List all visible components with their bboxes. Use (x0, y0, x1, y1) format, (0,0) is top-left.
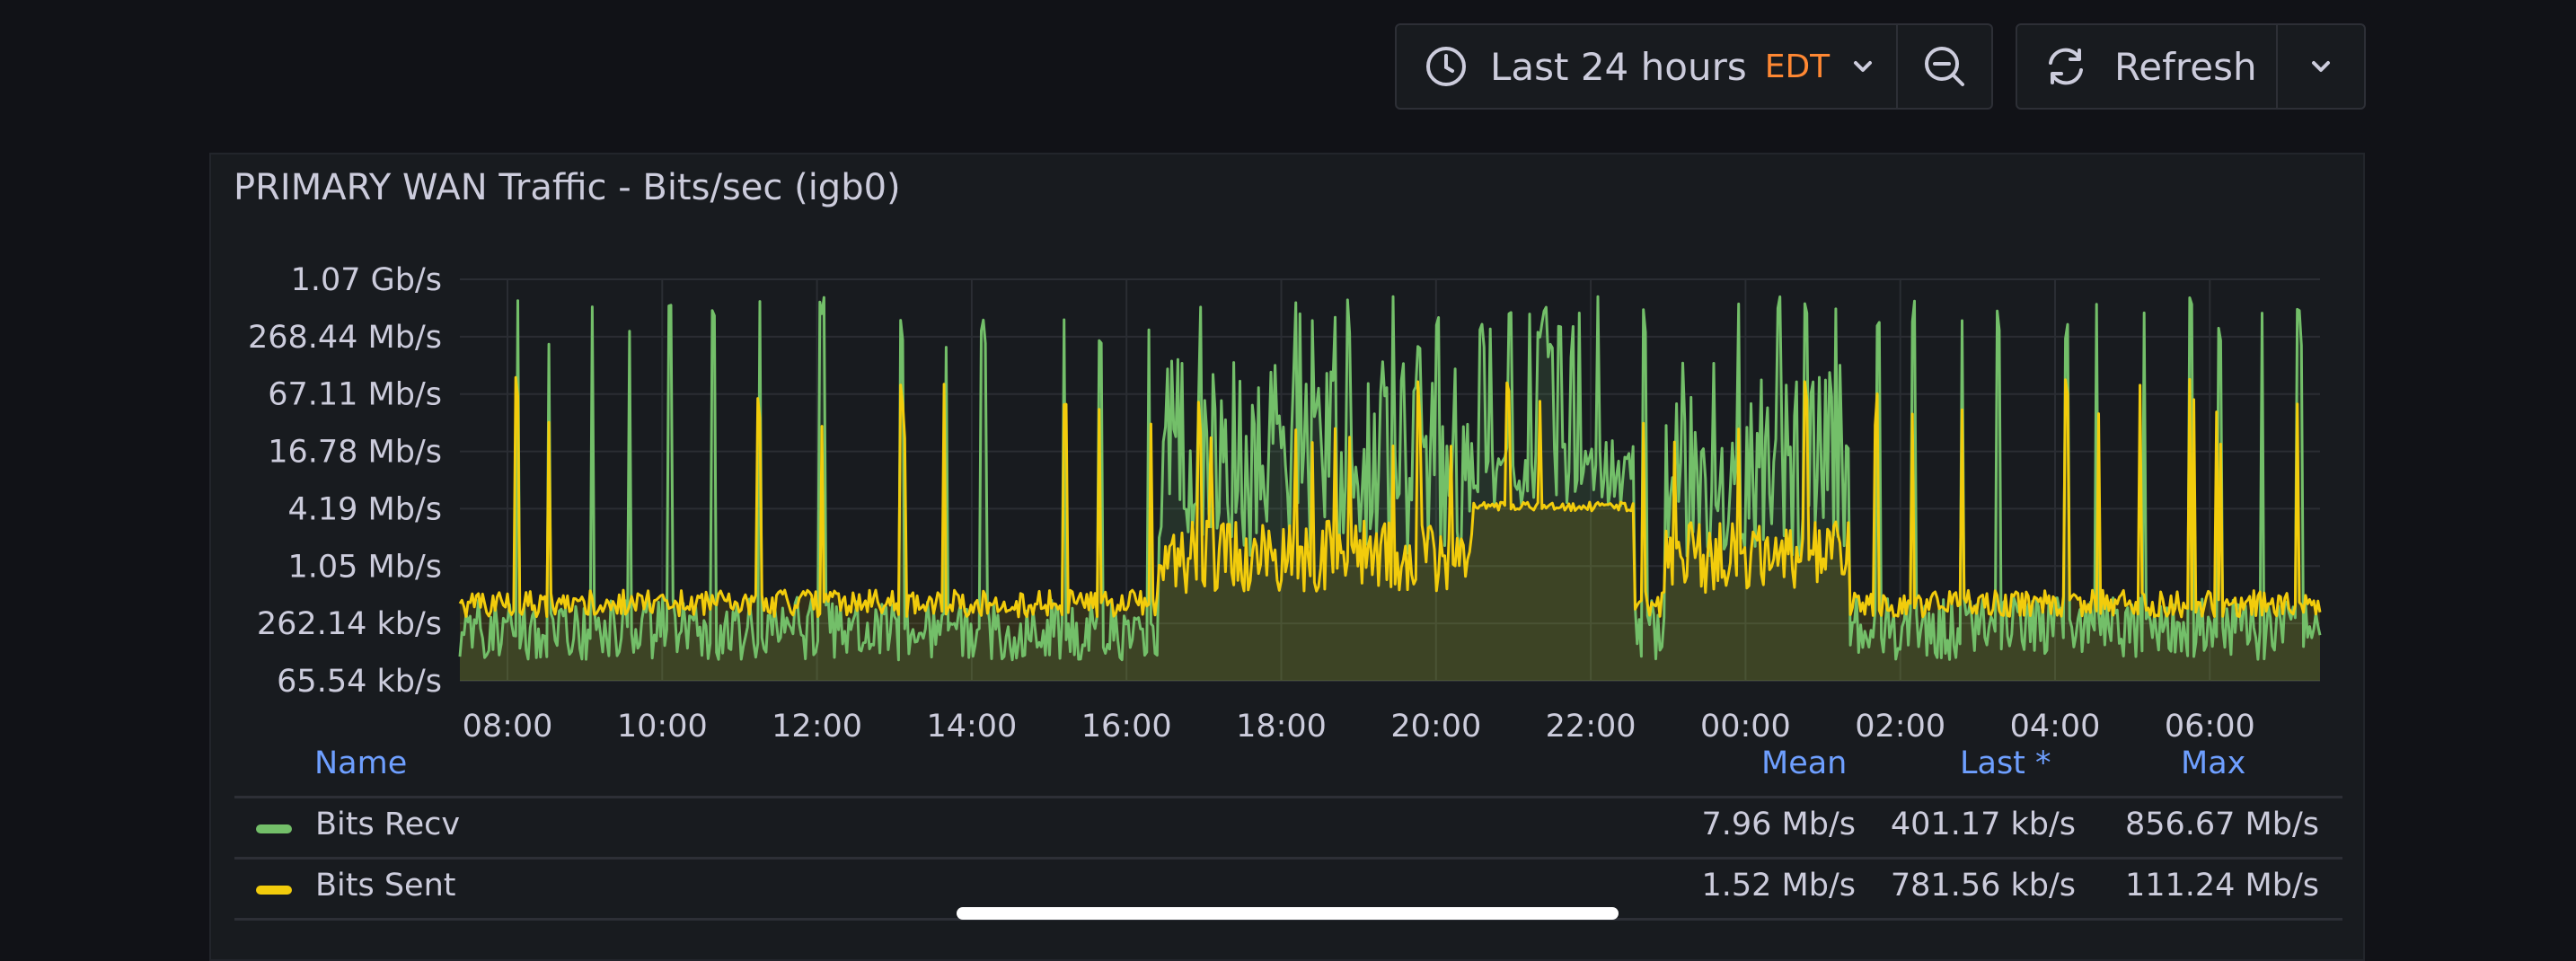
x-axis-ticks: 08:00 10:00 12:00 14:00 16:00 18:00 20:00 22:00… (463, 709, 2255, 745)
bits-recv-line (458, 295, 2322, 662)
clock-icon (1426, 47, 1466, 86)
refresh-interval-dropdown[interactable] (2276, 23, 2366, 110)
legend-header-name[interactable]: Name (314, 745, 408, 781)
x-tick-label: 00:00 (1700, 709, 1791, 745)
legend-divider (234, 857, 2342, 860)
series-mean: 7.96 Mb/s (1701, 807, 1857, 842)
legend-header-max[interactable]: Max (2181, 745, 2246, 781)
bits-sent-line (458, 375, 2322, 619)
time-range-label: Last 24 hours (1490, 44, 1747, 89)
series-color-swatch (256, 824, 292, 833)
refresh-label: Refresh (2114, 44, 2257, 89)
chevron-down-icon (1854, 61, 1873, 72)
series-mean: 1.52 Mb/s (1701, 868, 1857, 904)
timezone-label: EDT (1764, 48, 1831, 85)
x-tick-label: 18:00 (1236, 709, 1327, 745)
y-tick-label: 4.19 Mb/s (288, 491, 443, 527)
legend-header-last[interactable]: Last * (1960, 745, 2051, 781)
zoom-out-icon (1925, 47, 1964, 86)
x-tick-label: 22:00 (1546, 709, 1636, 745)
panel-title[interactable]: PRIMARY WAN Traffic - Bits/sec (igb0) (234, 167, 901, 208)
zoom-out-button[interactable] (1896, 23, 1993, 110)
legend-header-mean[interactable]: Mean (1761, 745, 1848, 781)
x-tick-label: 14:00 (926, 709, 1017, 745)
y-tick-label: 67.11 Mb/s (268, 377, 442, 413)
home-indicator (957, 907, 1619, 920)
chevron-down-icon (2312, 61, 2330, 72)
y-tick-label: 65.54 kb/s (277, 664, 442, 700)
legend-row-sent[interactable]: Bits Sent 1.52 Mb/s 781.56 kb/s 111.24 M… (234, 859, 2342, 918)
y-axis-ticks: 1.07 Gb/s 268.44 Mb/s 67.11 Mb/s 16.78 Mb/s… (248, 262, 442, 700)
x-tick-label: 12:00 (772, 709, 862, 745)
series-name: Bits Sent (315, 868, 456, 904)
series-max: 856.67 Mb/s (2124, 807, 2319, 842)
chart-grid (460, 278, 2320, 682)
traffic-chart[interactable]: 1.07 Gb/s 268.44 Mb/s 67.11 Mb/s 16.78 Mb/s… (0, 0, 2576, 745)
series-color-swatch (256, 886, 292, 895)
series-name: Bits Recv (315, 807, 461, 842)
x-tick-label: 06:00 (2165, 709, 2255, 745)
x-tick-label: 16:00 (1081, 709, 1172, 745)
legend-row-recv[interactable]: Bits Recv 7.96 Mb/s 401.17 kb/s 856.67 M… (234, 798, 2342, 857)
series-last: 401.17 kb/s (1890, 807, 2076, 842)
y-tick-label: 16.78 Mb/s (268, 435, 442, 471)
x-tick-label: 04:00 (2010, 709, 2101, 745)
x-tick-label: 08:00 (463, 709, 553, 745)
y-tick-label: 268.44 Mb/s (248, 320, 442, 356)
series-last: 781.56 kb/s (1890, 868, 2076, 904)
refresh-icon (2049, 48, 2083, 85)
y-tick-label: 1.05 Mb/s (288, 549, 443, 585)
y-tick-label: 1.07 Gb/s (291, 262, 442, 298)
y-tick-label: 262.14 kb/s (257, 606, 442, 642)
x-tick-label: 10:00 (617, 709, 708, 745)
x-tick-label: 20:00 (1390, 709, 1481, 745)
x-tick-label: 02:00 (1855, 709, 1945, 745)
series-max: 111.24 Mb/s (2124, 868, 2319, 904)
time-range-picker[interactable]: Last 24 hours EDT (1395, 23, 1898, 110)
refresh-button[interactable]: Refresh (2016, 23, 2278, 110)
legend-divider (234, 796, 2342, 798)
chart-series (458, 295, 2322, 681)
